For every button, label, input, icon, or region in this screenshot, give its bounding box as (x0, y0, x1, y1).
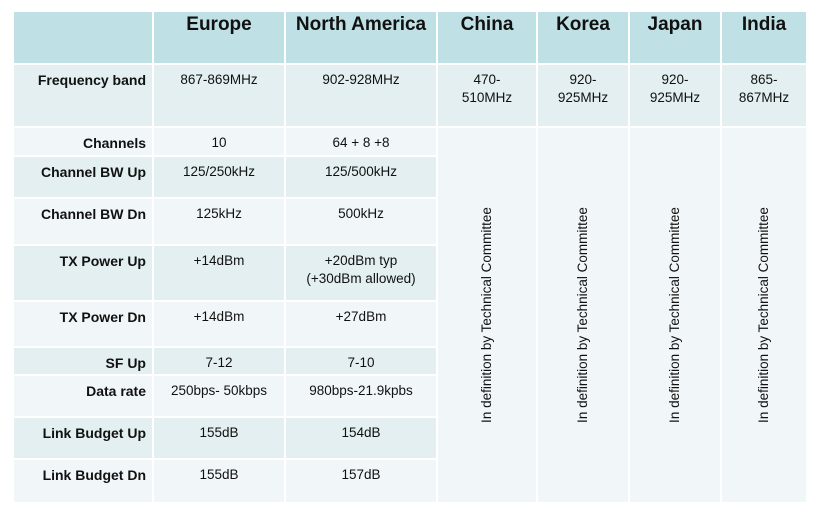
cell-north-america: 500kHz (286, 199, 436, 244)
cell-north-america: 157dB (286, 460, 436, 502)
cell-europe-frequency: 867-869MHz (154, 65, 284, 126)
row-label: TX Power Up (14, 246, 152, 300)
cell-north-america: 154dB (286, 418, 436, 458)
cell-china-frequency: 470- 510MHz (438, 65, 536, 126)
regional-parameters-table: Europe North America China Korea Japan I… (14, 12, 806, 502)
cell-north-america: 125/500kHz (286, 157, 436, 197)
cell-europe: 155dB (154, 418, 284, 458)
header-india: India (722, 12, 806, 63)
header-corner (14, 12, 152, 63)
header-north-america: North America (286, 12, 436, 63)
pending-text: In definition by Technical Committee (756, 207, 771, 423)
row-label: Channel BW Dn (14, 199, 152, 244)
cell-na-frequency: 902-928MHz (286, 65, 436, 126)
cell-north-america: 7-10 (286, 348, 436, 374)
cell-europe: 125kHz (154, 199, 284, 244)
header-china: China (438, 12, 536, 63)
cell-india-pending: In definition by Technical Committee (722, 128, 806, 502)
cell-india-frequency: 865- 867MHz (722, 65, 806, 126)
row-label: SF Up (14, 348, 152, 374)
pending-text: In definition by Technical Committee (479, 207, 494, 423)
header-europe: Europe (154, 12, 284, 63)
pending-text: In definition by Technical Committee (667, 207, 682, 423)
pending-text: In definition by Technical Committee (575, 207, 590, 423)
cell-north-america: +27dBm (286, 302, 436, 346)
row-label: Link Budget Dn (14, 460, 152, 502)
row-label: Link Budget Up (14, 418, 152, 458)
cell-europe: +14dBm (154, 302, 284, 346)
header-japan: Japan (630, 12, 720, 63)
cell-europe: +14dBm (154, 246, 284, 300)
row-label: Channel BW Up (14, 157, 152, 197)
cell-europe: 10 (154, 128, 284, 155)
cell-europe: 125/250kHz (154, 157, 284, 197)
cell-china-pending: In definition by Technical Committee (438, 128, 536, 502)
cell-europe: 7-12 (154, 348, 284, 374)
cell-north-america: 980bps-21.9kpbs (286, 376, 436, 416)
row-label: Channels (14, 128, 152, 155)
cell-north-america: 64 + 8 +8 (286, 128, 436, 155)
cell-japan-frequency: 920- 925MHz (630, 65, 720, 126)
row-label-frequency-band: Frequency band (14, 65, 152, 126)
cell-north-america: +20dBm typ (+30dBm allowed) (286, 246, 436, 300)
cell-europe: 155dB (154, 460, 284, 502)
cell-korea-frequency: 920- 925MHz (538, 65, 628, 126)
row-label: TX Power Dn (14, 302, 152, 346)
row-label: Data rate (14, 376, 152, 416)
header-korea: Korea (538, 12, 628, 63)
cell-japan-pending: In definition by Technical Committee (630, 128, 720, 502)
cell-korea-pending: In definition by Technical Committee (538, 128, 628, 502)
cell-europe: 250bps- 50kbps (154, 376, 284, 416)
